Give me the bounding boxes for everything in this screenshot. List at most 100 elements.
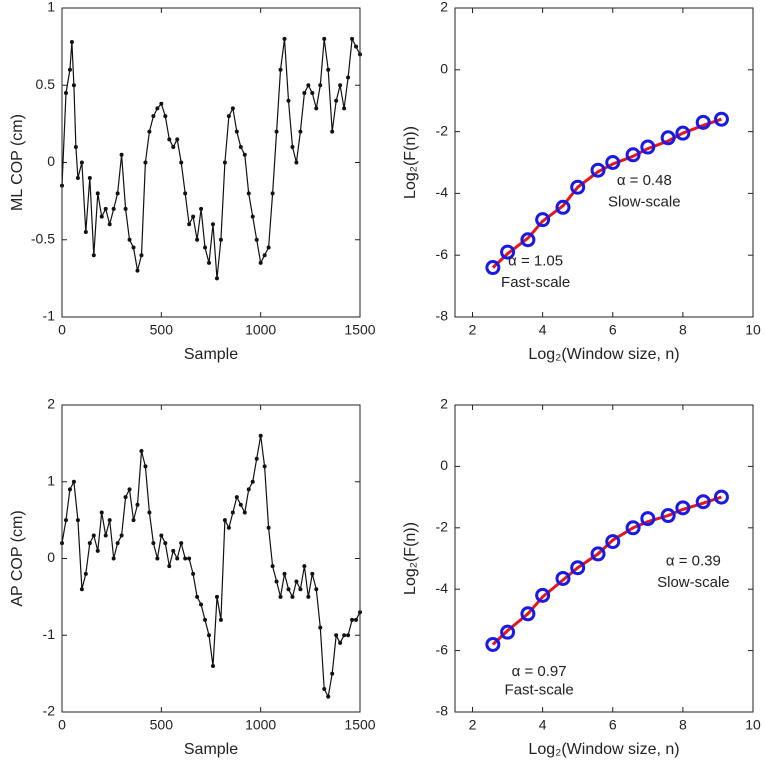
data-dot: [310, 90, 315, 95]
data-dot: [258, 433, 263, 438]
data-circle: [713, 489, 729, 505]
data-circle: [520, 232, 536, 248]
data-dot: [191, 214, 196, 219]
data-circle: [695, 494, 711, 510]
data-dot: [123, 495, 128, 500]
y-tick-label: -2: [436, 122, 449, 138]
x-tick-label: 8: [679, 717, 687, 733]
data-dot: [282, 571, 287, 576]
x-tick-label: 4: [539, 717, 547, 733]
data-dot: [131, 518, 136, 523]
data-dot: [187, 222, 192, 227]
data-dot: [270, 191, 275, 196]
x-tick-label: 500: [150, 322, 174, 338]
data-dot: [71, 479, 76, 484]
data-dot: [350, 617, 355, 622]
data-dot: [266, 525, 271, 530]
data-dot: [103, 533, 108, 538]
annotation: Slow-scale: [657, 574, 730, 591]
data-dot: [67, 67, 72, 72]
data-circle: [660, 130, 676, 146]
axes: 0 500 1000 1500 -2 -1 0 1 2 Sample AP COP (cm): [9, 396, 376, 759]
data-dot: [286, 98, 291, 103]
y-tick-label: -6: [436, 641, 449, 657]
data-circle: [605, 155, 621, 170]
data-dot: [123, 206, 128, 211]
data-dot: [210, 222, 215, 227]
y-axis-label: Log₂(F(n)): [402, 126, 419, 199]
axes: 2 4 6 8 10 -8 -6 -4 -2 0 2 Log₂(Window size, n) Log₂…: [402, 396, 761, 759]
data-dot: [294, 160, 299, 165]
data-dot: [83, 230, 88, 235]
data-dot: [270, 564, 275, 569]
data-dot: [230, 106, 235, 111]
data-dot: [246, 191, 251, 196]
y-axis-label: AP COP (cm): [9, 510, 26, 606]
data-dot: [346, 75, 351, 80]
annotation: Fast-scale: [505, 681, 574, 698]
y-tick-label: -4: [436, 580, 449, 596]
y-tick-label: -6: [436, 246, 449, 262]
data-dot: [322, 36, 327, 41]
y-tick-label: -1: [43, 626, 56, 642]
data-dot: [302, 564, 307, 569]
x-tick-label: 8: [679, 322, 687, 338]
data-circle: [590, 546, 606, 562]
data-dot: [139, 253, 144, 258]
x-axis-label: Log₂(Window size, n): [528, 741, 679, 758]
x-tick-label: 10: [745, 322, 761, 338]
data-dot: [79, 587, 84, 592]
data-dot: [274, 129, 279, 134]
data-dot: [155, 106, 160, 111]
data-dot: [143, 160, 148, 165]
x-tick-label: 1500: [344, 717, 375, 733]
y-tick-label: -1: [43, 308, 56, 324]
data-dot: [254, 237, 259, 242]
data-dot: [334, 633, 339, 638]
x-tick-label: 6: [609, 322, 617, 338]
data-dot: [334, 98, 339, 103]
data-dot: [187, 556, 192, 561]
axes: 2 4 6 8 10 -8 -6 -4 -2 0 2 Log₂(Window size, n) Log₂…: [402, 0, 761, 363]
data-dot: [350, 36, 355, 41]
x-tick-label: 500: [150, 717, 174, 733]
data-circle: [695, 114, 711, 130]
data-dot: [163, 114, 168, 119]
data-dot: [230, 510, 235, 515]
data-dot: [167, 137, 172, 142]
data-dot: [218, 617, 223, 622]
data-dot: [306, 83, 311, 88]
x-tick-label: 2: [469, 717, 477, 733]
data-dot: [147, 129, 152, 134]
data-dot: [91, 533, 96, 538]
data-dot: [175, 137, 180, 142]
x-axis-label: Sample: [184, 346, 238, 363]
data-dot: [298, 587, 303, 592]
data-dot: [183, 191, 188, 196]
data-circle: [535, 587, 551, 603]
data-dot: [318, 625, 323, 630]
y-tick-label: -0.5: [31, 230, 55, 246]
data-dot: [250, 214, 255, 219]
data-dot: [171, 145, 176, 150]
data-dot: [147, 510, 152, 515]
data-dot: [218, 237, 223, 242]
data-dot: [75, 175, 80, 180]
data-dot: [131, 245, 136, 250]
data-dot: [258, 260, 263, 265]
data-dot: [79, 160, 84, 165]
data-dot: [163, 541, 168, 546]
axes-box: [61, 7, 361, 318]
data-dot: [183, 556, 188, 561]
data-dot: [103, 206, 108, 211]
x-tick-label: 0: [58, 717, 66, 733]
data-dot: [179, 160, 184, 165]
data-dot: [282, 36, 287, 41]
axes-box: [454, 404, 754, 713]
data-dot: [338, 83, 343, 88]
x-tick-label: 1500: [344, 322, 375, 338]
y-tick-label: -4: [436, 184, 449, 200]
data-dot: [87, 541, 92, 546]
data-dot: [67, 487, 72, 492]
y-tick-label: 0: [440, 61, 448, 77]
